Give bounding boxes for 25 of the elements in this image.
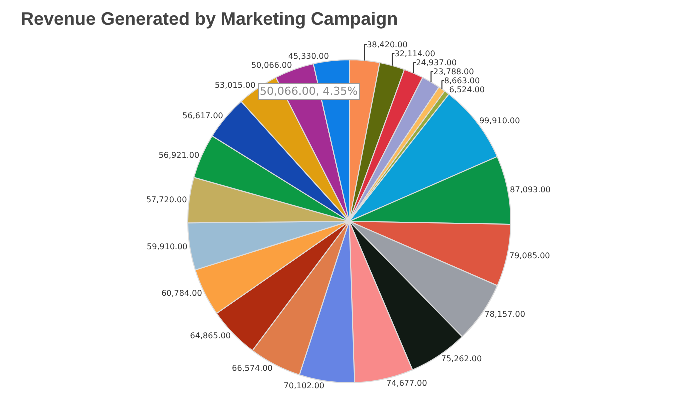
data-label: 32,114.00 <box>394 49 436 58</box>
data-label: 99,910.00 <box>479 116 520 126</box>
data-label: 50,066.00 <box>251 61 292 70</box>
data-label: 53,015.00 <box>214 80 256 90</box>
data-label: 57,720.00 <box>146 196 188 205</box>
chart-title: Revenue Generated by Marketing Campaign <box>20 8 398 29</box>
data-label: 87,093.00 <box>510 185 551 194</box>
data-label: 64,865.00 <box>190 331 232 340</box>
data-label: 45,330.00 <box>288 52 330 62</box>
data-label: 75,262.00 <box>441 354 482 364</box>
data-label: 60,784.00 <box>162 289 202 298</box>
text: 50,066.00, 4.35% <box>260 85 358 98</box>
data-label: 56,921.00 <box>158 150 200 160</box>
data-label: 78,157.00 <box>484 310 526 320</box>
data-label: 56,617.00 <box>182 111 224 120</box>
data-label: 6,524.00 <box>449 85 485 94</box>
data-label: 24,937.00 <box>416 58 457 68</box>
data-label: 70,102.00 <box>284 381 325 390</box>
data-label: 66,574.00 <box>232 364 273 373</box>
data-label: 59,910.00 <box>147 242 188 252</box>
data-label: 79,085.00 <box>510 252 550 261</box>
data-label: 8,663.00 <box>444 76 480 86</box>
data-label: 38,420.00 <box>367 40 408 50</box>
data-label: 23,788.00 <box>434 67 474 76</box>
data-label: 74,677.00 <box>386 378 428 388</box>
